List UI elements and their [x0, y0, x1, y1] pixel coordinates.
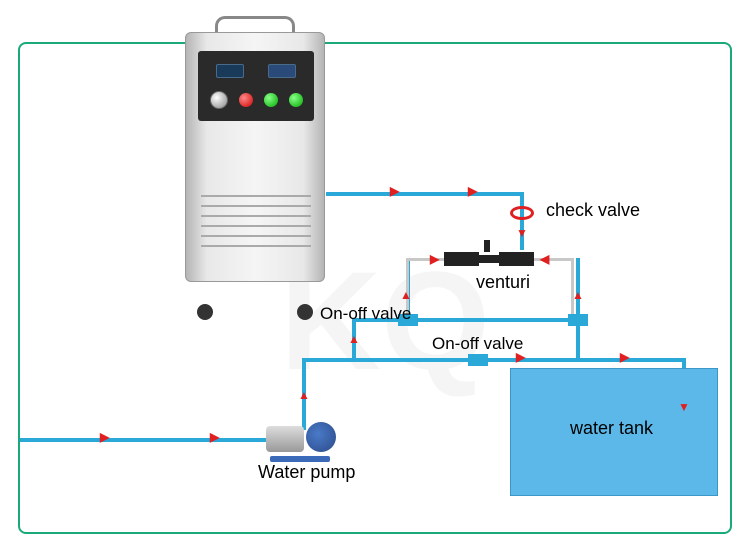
flow-arrow-11: ▲	[298, 388, 310, 402]
flow-arrow-3: ▶	[430, 252, 439, 266]
control-knob	[210, 91, 228, 109]
label-check-valve: check valve	[546, 200, 640, 221]
onoff-valve-bottom	[468, 354, 488, 366]
flow-arrow-4: ◀	[540, 252, 549, 266]
pipe-pump-top-h	[302, 358, 354, 362]
flow-arrow-12: ▶	[100, 430, 109, 444]
red-button	[239, 93, 253, 107]
caster-left	[197, 304, 213, 320]
flow-arrow-2: ▼	[516, 226, 528, 240]
pump-volute	[306, 422, 336, 452]
ozone-vent	[201, 191, 311, 251]
ozone-body	[185, 32, 325, 282]
led-display-1	[216, 64, 244, 78]
flow-arrow-5: ▲	[400, 288, 412, 302]
flow-arrow-10: ▼	[678, 400, 690, 414]
label-onoff-top: On-off valve	[320, 304, 411, 324]
ozone-generator	[185, 32, 325, 302]
flow-arrow-13: ▶	[210, 430, 219, 444]
pump-motor	[266, 426, 304, 452]
label-water-tank: water tank	[570, 418, 653, 439]
led-display-2	[268, 64, 296, 78]
label-water-pump: Water pump	[258, 462, 355, 483]
pipe-ozone-out-h	[326, 192, 522, 196]
flow-arrow-6: ▲	[572, 288, 584, 302]
pipe-ozone-down-v	[520, 192, 524, 250]
green-button-1	[264, 93, 278, 107]
label-venturi: venturi	[476, 272, 530, 293]
ozone-control-panel	[198, 51, 314, 121]
caster-right	[297, 304, 313, 320]
label-onoff-bottom: On-off valve	[432, 334, 523, 354]
onoff-valve-right	[568, 314, 588, 326]
venturi-inlet	[484, 240, 490, 252]
flow-arrow-1: ▶	[468, 184, 477, 198]
venturi-injector	[444, 249, 534, 269]
flow-arrow-7: ▲	[348, 332, 360, 346]
green-button-2	[289, 93, 303, 107]
flow-arrow-9: ▶	[620, 350, 629, 364]
check-valve	[510, 206, 534, 220]
flow-arrow-0: ▶	[390, 184, 399, 198]
pipe-pump-in-h	[20, 438, 268, 442]
water-pump	[266, 418, 336, 458]
